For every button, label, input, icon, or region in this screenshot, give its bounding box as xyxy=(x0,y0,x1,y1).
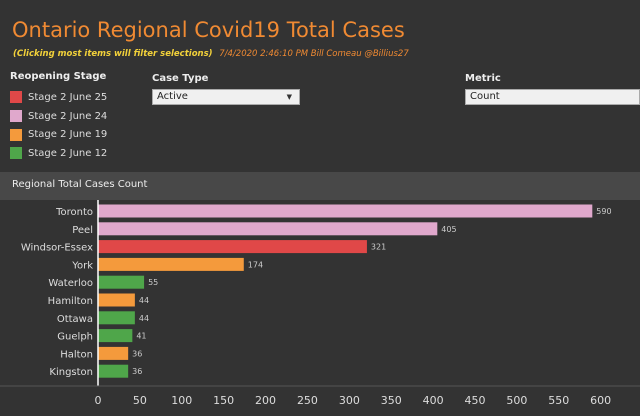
legend-item-june-25[interactable]: Stage 2 June 25 xyxy=(10,88,107,107)
data-label: 321 xyxy=(371,243,386,252)
bar-guelph[interactable] xyxy=(98,329,133,343)
category-label: Hamilton xyxy=(48,296,93,307)
category-label: Halton xyxy=(60,349,93,360)
case-type-label: Case Type xyxy=(152,73,209,84)
page-title: Ontario Regional Covid19 Total Cases xyxy=(12,18,405,42)
data-label: 174 xyxy=(248,260,263,269)
legend-swatch xyxy=(10,147,22,160)
case-type-value: Active xyxy=(157,91,188,102)
data-label: 590 xyxy=(596,207,611,216)
x-tick-label: 600 xyxy=(590,394,611,407)
bar-toronto[interactable] xyxy=(98,204,593,218)
metric-dropdown[interactable]: Count xyxy=(465,89,640,105)
bar-windsor-essex[interactable] xyxy=(98,240,367,254)
x-tick-label: 500 xyxy=(506,394,527,407)
bar-ottawa[interactable] xyxy=(98,311,135,325)
x-tick-label: 450 xyxy=(465,394,486,407)
x-tick-label: 150 xyxy=(213,394,234,407)
category-label: Toronto xyxy=(55,207,93,218)
subtitle: (Clicking most items will filter selecti… xyxy=(13,49,409,59)
legend-label: Stage 2 June 12 xyxy=(28,147,108,159)
legend-label: Stage 2 June 25 xyxy=(28,91,108,103)
x-tick-label: 250 xyxy=(297,394,318,407)
bar-waterloo[interactable] xyxy=(98,275,145,289)
legend-swatch xyxy=(10,110,22,123)
x-tick-label: 100 xyxy=(171,394,192,407)
data-label: 405 xyxy=(441,225,456,234)
chevron-down-icon: ▼ xyxy=(286,93,292,101)
bar-halton[interactable] xyxy=(98,346,129,360)
x-tick-label: 50 xyxy=(133,394,147,407)
data-label: 44 xyxy=(139,296,149,305)
data-label: 55 xyxy=(148,278,158,287)
metric-value: Count xyxy=(470,91,500,102)
x-tick-label: 300 xyxy=(339,394,360,407)
legend-item-june-12[interactable]: Stage 2 June 12 xyxy=(10,144,107,163)
data-label: 44 xyxy=(139,314,149,323)
x-tick-label: 350 xyxy=(381,394,402,407)
bar-york[interactable] xyxy=(98,257,244,271)
bar-hamilton[interactable] xyxy=(98,293,135,307)
legend-swatch xyxy=(10,91,22,104)
x-tick-label: 200 xyxy=(255,394,276,407)
metric-label: Metric xyxy=(465,73,501,84)
x-tick-label: 400 xyxy=(423,394,444,407)
category-label: Kingston xyxy=(49,367,93,378)
legend-swatch xyxy=(10,128,22,141)
category-label: Waterloo xyxy=(48,278,93,289)
reopening-stage-legend: Reopening Stage Stage 2 June 25 Stage 2 … xyxy=(10,71,107,163)
legend-item-june-24[interactable]: Stage 2 June 24 xyxy=(10,107,107,126)
legend-label: Stage 2 June 19 xyxy=(28,129,108,141)
category-label: Windsor-Essex xyxy=(21,243,93,254)
legend-title: Reopening Stage xyxy=(10,71,107,82)
bar-peel[interactable] xyxy=(98,222,438,236)
category-label: Guelph xyxy=(57,332,93,343)
data-label: 41 xyxy=(136,332,146,341)
chart-header: Regional Total Cases Count xyxy=(0,172,640,200)
bar-kingston[interactable] xyxy=(98,364,129,378)
data-label: 36 xyxy=(132,367,142,376)
chart-title: Regional Total Cases Count xyxy=(12,179,148,190)
x-tick-label: 550 xyxy=(548,394,569,407)
legend-item-june-19[interactable]: Stage 2 June 19 xyxy=(10,125,107,144)
case-type-dropdown[interactable]: Active ▼ xyxy=(152,89,300,105)
timestamp-author: 7/4/2020 2:46:10 PM Bill Comeau @Billius… xyxy=(219,49,409,59)
legend-label: Stage 2 June 24 xyxy=(28,110,108,122)
filter-hint: (Clicking most items will filter selecti… xyxy=(13,49,213,59)
x-tick-label: 0 xyxy=(95,394,102,407)
category-label: Ottawa xyxy=(57,314,93,325)
category-label: York xyxy=(71,260,93,271)
category-label: Peel xyxy=(72,225,93,236)
data-label: 36 xyxy=(132,349,142,358)
bar-chart: Toronto 590 Peel 405 Windsor-Essex 321 York 174… xyxy=(0,200,640,407)
